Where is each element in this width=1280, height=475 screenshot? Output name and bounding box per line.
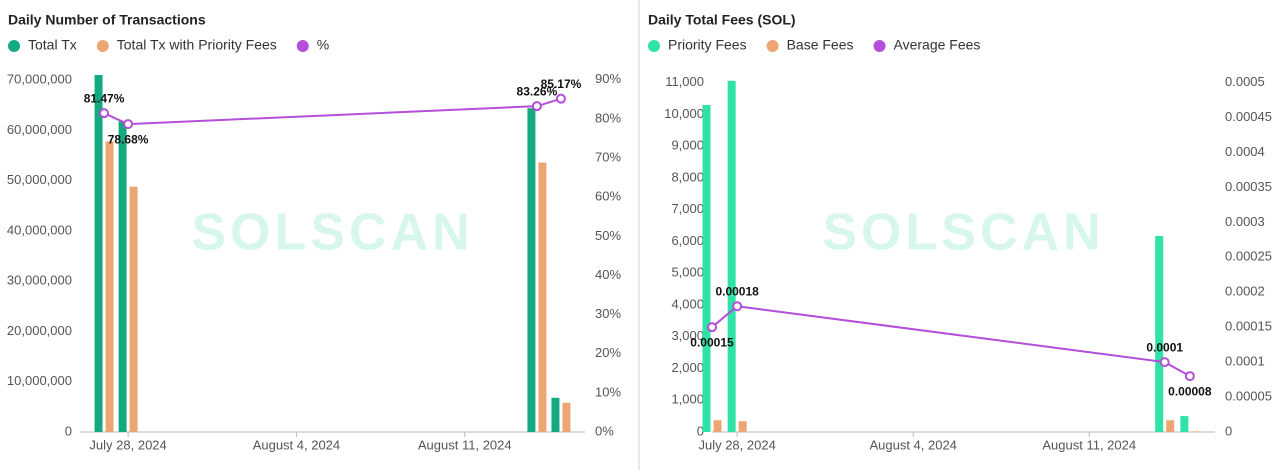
bar [1180,416,1189,432]
bar [527,108,536,432]
line-point [99,108,110,119]
y-tick-label: 3,000 [671,328,704,343]
chart-title: Daily Total Fees (SOL) [648,12,796,28]
line-point [555,93,566,104]
watermark: SOLSCAN [191,204,473,262]
x-tick-label: August 11, 2024 [418,437,512,452]
data-label: 81.47% [84,91,125,105]
y2-tick-label: 0.00005 [1225,388,1272,403]
bar [94,75,103,433]
y-tick-label: 6,000 [671,233,704,248]
legend-label: Total Tx [28,37,77,53]
data-label: 83.26% [517,84,558,98]
bar [1166,420,1175,432]
y-tick-label: 40,000,000 [7,222,72,237]
line-point [1159,357,1170,368]
bar [551,397,560,432]
y2-tick-label: 40% [595,267,621,282]
data-label: 0.00008 [1168,384,1212,398]
y-tick-label: 20,000,000 [7,323,72,338]
line-point [1184,371,1195,382]
watermark: SOLSCAN [822,204,1104,262]
bar [129,186,138,432]
data-label: 85.17% [541,77,582,91]
bar [702,104,711,433]
y2-tick-label: 0% [595,423,614,438]
y2-tick-label: 0.0003 [1225,214,1265,229]
line-point [123,119,134,130]
legend-marker [96,40,109,52]
line-point [707,322,717,333]
x-tick-label: August 4, 2024 [253,437,340,452]
legend-label: Base Fees [787,37,854,53]
y2-tick-label: 20% [595,345,621,360]
y-tick-label: 4,000 [671,296,704,311]
y2-tick-label: 0.00035 [1225,179,1272,194]
x-tick-label: August 11, 2024 [1042,437,1136,452]
x-tick-label: July 28, 2024 [89,437,166,452]
y-tick-label: 1,000 [671,392,704,407]
y-tick-label: 70,000,000 [7,71,72,86]
line [711,305,1191,377]
data-label: 0.00018 [715,284,759,298]
x-tick-label: August 4, 2024 [869,437,956,452]
y2-tick-label: 0.00025 [1225,249,1272,264]
bar [562,402,571,432]
y2-tick-label: 0.0001 [1225,354,1265,369]
y-tick-label: 50,000,000 [7,172,72,187]
bar [727,80,736,432]
y-tick-label: 0 [697,423,704,438]
y2-tick-label: 0.0002 [1225,284,1265,299]
legend-marker [648,40,660,52]
y2-tick-label: 0.00045 [1225,109,1272,124]
y-tick-label: 60,000,000 [7,122,72,137]
y2-tick-label: 70% [595,149,621,164]
y2-tick-label: 30% [595,306,621,321]
legend-label: % [317,37,329,53]
y-tick-label: 10,000 [664,106,704,121]
y2-tick-label: 50% [595,228,621,243]
y-tick-label: 30,000,000 [7,273,72,288]
y-tick-label: 8,000 [671,169,704,184]
bar [713,420,722,432]
y-tick-label: 11,000 [665,74,704,89]
y2-tick-label: 10% [595,384,621,399]
y2-tick-label: 60% [595,189,621,204]
legend-label: Total Tx with Priority Fees [117,37,277,53]
legend-label: Average Fees [894,37,981,53]
data-label: 78.68% [108,132,149,146]
bar [538,162,547,432]
bar [1155,236,1164,432]
bar [738,421,747,432]
legend-marker [766,40,779,52]
y2-tick-label: 0 [1225,423,1232,438]
y-tick-label: 5,000 [671,265,704,280]
y-tick-label: 10,000,000 [7,373,72,388]
legend-label: Priority Fees [668,37,747,53]
data-label: 0.00015 [690,335,734,349]
y2-tick-label: 0.0004 [1225,144,1265,159]
legend-marker [8,40,20,52]
chart-title: Daily Number of Transactions [8,12,206,28]
y-tick-label: 9,000 [671,138,704,153]
y-tick-label: 7,000 [671,201,704,216]
bar [1191,431,1200,432]
line-point [732,301,743,312]
line [103,97,562,126]
bar [118,121,127,433]
bar [105,141,114,432]
line-point [531,101,542,112]
data-label: 0.0001 [1146,340,1183,354]
y2-tick-label: 0.0005 [1225,74,1265,89]
y-tick-label: 2,000 [671,360,704,375]
legend-marker [873,40,886,52]
legend-marker [296,40,309,52]
y2-tick-label: 80% [595,110,621,125]
y2-tick-label: 0.00015 [1225,319,1272,334]
x-tick-label: July 28, 2024 [698,437,775,452]
y2-tick-label: 90% [595,71,621,86]
y-tick-label: 0 [65,423,72,438]
